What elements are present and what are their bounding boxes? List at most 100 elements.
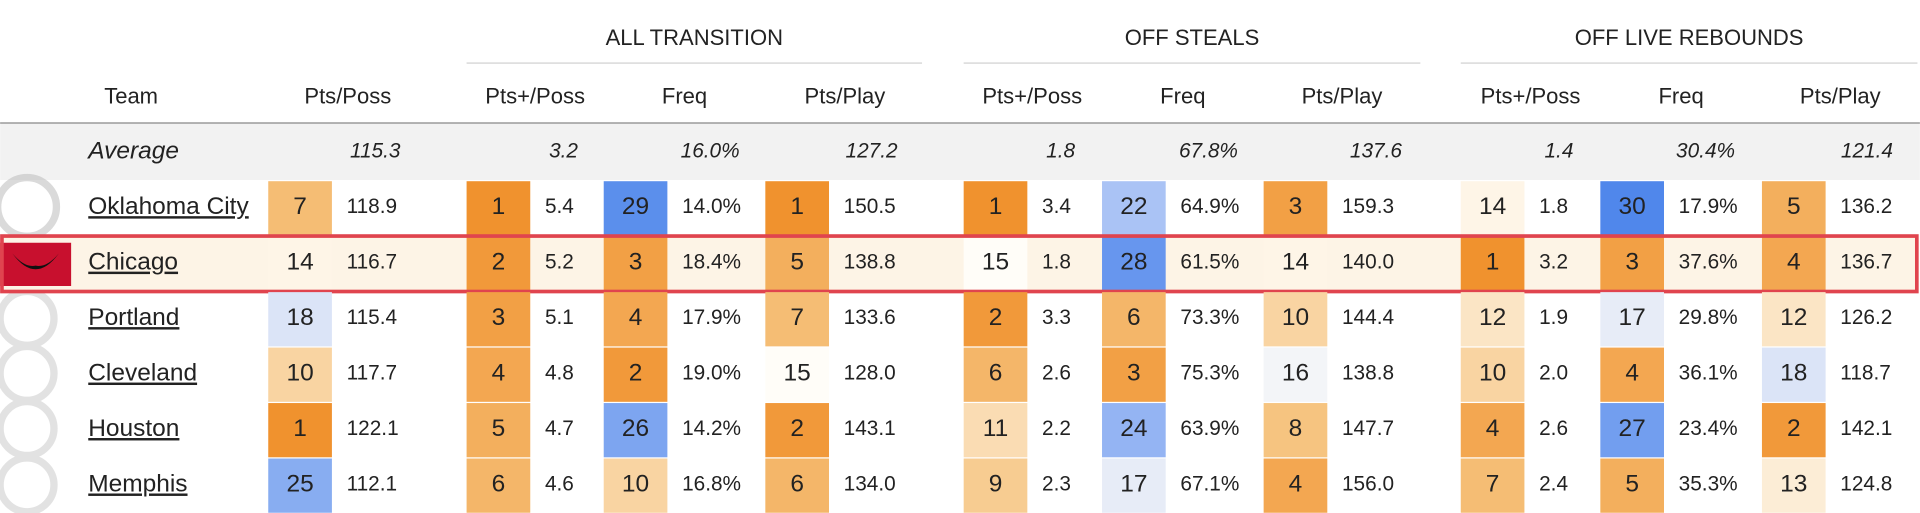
- stat-value: 156.0: [1342, 473, 1394, 496]
- stat-value: 133.6: [844, 306, 896, 329]
- rank-cell: [1263, 181, 1328, 236]
- rank: 1: [1486, 249, 1500, 276]
- logo: [0, 397, 58, 460]
- stat-value: 2.6: [1042, 362, 1071, 385]
- rank: 26: [622, 415, 649, 442]
- team-link[interactable]: Cleveland: [88, 360, 197, 387]
- team-link[interactable]: Portland: [88, 304, 179, 331]
- rank: 1: [989, 193, 1003, 220]
- rank-cell: [765, 292, 829, 347]
- column-header: Team: [104, 84, 158, 109]
- rank: 4: [629, 304, 643, 331]
- column-header: Pts/Poss: [304, 84, 391, 109]
- rank-cell: [1102, 347, 1166, 402]
- rank: 16: [1282, 360, 1309, 387]
- team-link[interactable]: Oklahoma City: [88, 193, 249, 220]
- average-label: Average: [86, 137, 179, 164]
- rank: 5: [1787, 193, 1801, 220]
- stat-value: 2.2: [1042, 417, 1071, 440]
- rank-cell: [1600, 181, 1664, 236]
- rank: 29: [622, 193, 649, 220]
- rank-cell: [1761, 458, 1826, 513]
- stat-value: 5.2: [545, 251, 574, 274]
- highlight-border: [0, 234, 1919, 294]
- average-value: 121.4: [1841, 139, 1893, 162]
- group-header: OFF STEALS: [1125, 25, 1260, 50]
- rank-cell: [1761, 403, 1826, 458]
- rank: 17: [1120, 470, 1147, 497]
- stat-value: 122.1: [347, 417, 399, 440]
- rank: 24: [1120, 415, 1147, 442]
- rank-cell: [603, 236, 668, 291]
- rank-cell: [1761, 181, 1826, 236]
- rank: 4: [1289, 470, 1303, 497]
- rank-cell: [268, 403, 332, 458]
- stat-value: 3.2: [1539, 251, 1568, 274]
- team-link[interactable]: Houston: [88, 415, 179, 442]
- average-value: 127.2: [846, 139, 898, 162]
- stat-value: 142.1: [1840, 417, 1892, 440]
- rank-cell: [268, 347, 332, 402]
- rank: 5: [1625, 470, 1639, 497]
- column-header: Pts/Play: [1302, 84, 1383, 109]
- rank: 7: [790, 304, 804, 331]
- stat-value: 5.4: [545, 195, 574, 218]
- rank-cell: [963, 292, 1028, 347]
- rank-cell: [603, 347, 668, 402]
- team-logo: [0, 242, 72, 287]
- column-header: Freq: [1160, 84, 1205, 109]
- stat-value: 115.4: [347, 306, 398, 329]
- rank: 6: [492, 470, 506, 497]
- rank: 3: [1625, 249, 1639, 276]
- rank: 14: [1282, 249, 1309, 276]
- column-header: Pts+/Poss: [1481, 84, 1581, 109]
- rank: 4: [492, 360, 506, 387]
- rank-cell: [1263, 347, 1328, 402]
- stat-value: 143.1: [844, 417, 896, 440]
- rank: 6: [1127, 304, 1141, 331]
- rank-cell: [268, 292, 332, 347]
- stat-value: 112.1: [347, 473, 398, 496]
- stat-value: 136.7: [1840, 251, 1892, 274]
- team-logos: [0, 173, 61, 513]
- rank-cell: [1600, 347, 1664, 402]
- stat-value: 150.5: [844, 195, 896, 218]
- rank-cell: [765, 403, 829, 458]
- rank: 7: [293, 193, 307, 220]
- rank: 15: [784, 360, 811, 387]
- stat-value: 75.3%: [1180, 362, 1239, 385]
- stat-value: 17.9%: [1679, 195, 1738, 218]
- rank: 3: [492, 304, 506, 331]
- stat-value: 4.8: [545, 362, 574, 385]
- stat-value: 126.2: [1840, 306, 1892, 329]
- rank: 8: [1289, 415, 1303, 442]
- rank-cell: [466, 236, 531, 291]
- average-value: 3.2: [549, 139, 578, 162]
- stat-value: 116.7: [347, 251, 398, 274]
- rank-cell: [1102, 458, 1166, 513]
- stat-value: 5.1: [545, 306, 574, 329]
- team-link[interactable]: Chicago: [88, 249, 178, 276]
- rank-cell: [963, 181, 1028, 236]
- rank-cell: [963, 236, 1028, 291]
- rank: 2: [1787, 415, 1801, 442]
- stat-value: 18.4%: [682, 251, 741, 274]
- rank-cell: [603, 403, 668, 458]
- rank: 18: [1780, 360, 1807, 387]
- rank: 10: [622, 470, 649, 497]
- rank-cell: [1600, 236, 1664, 291]
- stat-value: 19.0%: [682, 362, 741, 385]
- stat-value: 3.3: [1042, 306, 1071, 329]
- stat-value: 128.0: [844, 362, 896, 385]
- rank-cell: [268, 181, 332, 236]
- rank-cell: [765, 181, 829, 236]
- stat-value: 2.0: [1539, 362, 1568, 385]
- average-value: 137.6: [1350, 139, 1402, 162]
- stat-value: 138.8: [1342, 362, 1394, 385]
- stat-value: 134.0: [844, 473, 896, 496]
- team-link[interactable]: Memphis: [88, 470, 187, 497]
- rank-cell: [1600, 403, 1664, 458]
- rank-cell: [765, 347, 829, 402]
- rank: 5: [790, 249, 804, 276]
- rank: 2: [629, 360, 643, 387]
